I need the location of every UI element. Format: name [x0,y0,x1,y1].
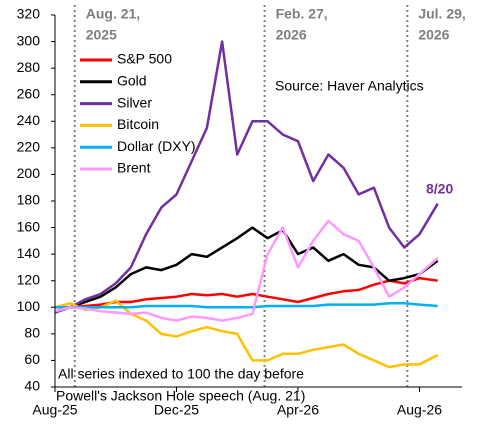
event-label: 2026 [276,27,307,43]
y-tick-label: 260 [17,85,41,101]
legend-label: Gold [117,73,147,89]
series-line [54,299,439,369]
legend-label: Silver [117,94,152,110]
y-tick-label: 160 [17,218,41,234]
legend-label: Dollar (DXY) [117,138,196,154]
source: Source: Haver Analytics [275,78,424,94]
y-tick-label: 40 [24,378,40,394]
y-tick-label: 220 [17,139,41,155]
x-tick-label: Apr-26 [277,402,319,418]
series-line [55,302,438,309]
y-tick-label: 140 [17,245,41,261]
legend-label: Bitcoin [117,116,159,132]
event-label: 2025 [86,27,117,43]
event-label: Aug. 21, [86,6,140,22]
y-tick-label: 80 [24,325,40,341]
y-tick-label: 100 [17,298,41,314]
x-tick-label: Aug-26 [397,402,442,418]
series-line [54,226,439,313]
y-tick-label: 300 [17,32,41,48]
y-tick-label: 320 [17,6,41,22]
y-tick-label: 120 [17,271,41,287]
event-label: 2026 [418,27,449,43]
plot: Aug. 21, 2025 Feb. 27, 2026 Jul. 29, 2026 40 60… [17,5,466,418]
event-label: Feb. 27, [276,6,328,22]
event-label: Jul. 29, [418,6,465,22]
y-tick-label: 200 [17,165,41,181]
legend-label: Brent [117,160,151,176]
y-tick-label: 280 [17,59,41,75]
end-label: 8/20 [426,181,453,197]
x-tick-label: Aug-25 [32,402,77,418]
legend-label: S&P 500 [117,51,172,67]
series-line [54,219,439,322]
note: Powell's Jackson Hole speech (Aug. 21) [56,388,305,404]
series-line [54,40,439,314]
y-tick-label: 240 [17,112,41,128]
x-tick-label: Dec-25 [154,402,199,418]
note: All series indexed to 100 the day before [58,366,304,382]
y-tick-label: 60 [24,351,40,367]
y-tick-label: 180 [17,192,41,208]
